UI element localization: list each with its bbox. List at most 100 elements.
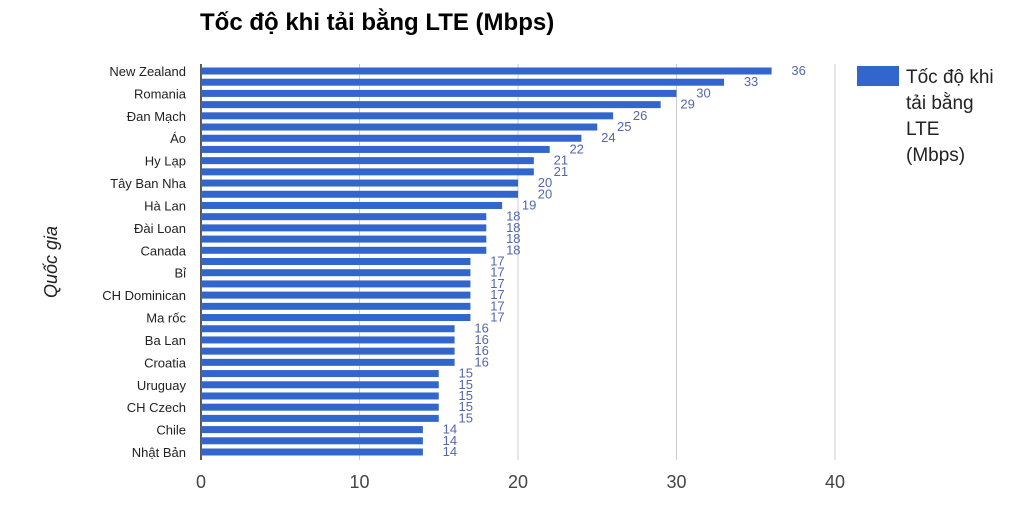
- data-label: 18: [506, 231, 520, 246]
- bar: [201, 67, 772, 75]
- y-tick-label: Tây Ban Nha: [110, 176, 187, 191]
- data-label: 15: [459, 399, 473, 414]
- bar: [201, 414, 439, 422]
- bar: [201, 437, 423, 445]
- data-label: 15: [459, 366, 473, 381]
- y-tick-label: New Zealand: [109, 64, 186, 79]
- data-label: 17: [490, 265, 504, 280]
- x-tick-label: 20: [508, 472, 528, 492]
- data-label: 21: [554, 153, 568, 168]
- y-tick-label: Romania: [134, 86, 187, 101]
- bar: [201, 145, 550, 153]
- x-tick-label: 10: [349, 472, 369, 492]
- y-tick-label: Uruguay: [137, 378, 187, 393]
- y-tick-label: Croatia: [144, 355, 187, 370]
- y-tick-label: Đài Loan: [134, 221, 186, 236]
- y-tick-label: Canada: [140, 243, 186, 258]
- bar: [201, 258, 471, 265]
- data-label: 17: [490, 254, 504, 269]
- data-label: 15: [459, 410, 473, 425]
- chart-title: Tốc độ khi tải bằng LTE (Mbps): [200, 8, 554, 36]
- y-tick-label: CH Dominican: [102, 288, 186, 303]
- bar: [201, 392, 439, 400]
- y-tick-label: CH Czech: [127, 400, 186, 415]
- data-label: 14: [443, 444, 457, 459]
- bar: [201, 101, 661, 109]
- data-label: 16: [474, 343, 488, 358]
- y-tick-label: Hà Lan: [144, 198, 186, 213]
- bar: [201, 269, 471, 277]
- bar: [201, 403, 439, 411]
- data-label: 18: [506, 242, 520, 257]
- y-tick-label: Ma rốc: [146, 311, 186, 326]
- bar: [201, 190, 518, 198]
- x-tick-label: 0: [196, 472, 206, 492]
- bar: [201, 280, 471, 288]
- y-tick-label: Đan Mạch: [127, 109, 186, 124]
- y-axis-label: Quốc gia: [41, 226, 61, 298]
- legend-swatch: [857, 66, 899, 86]
- data-label: 15: [459, 388, 473, 403]
- data-label: 16: [474, 321, 488, 336]
- legend-label: Tốc độ khi: [906, 67, 994, 88]
- y-tick-label: Áo: [170, 131, 186, 146]
- bar: [201, 179, 518, 187]
- bar: [201, 336, 455, 344]
- legend-label: LTE: [906, 119, 939, 140]
- y-tick-label: Hy Lạp: [145, 154, 186, 169]
- bar: [201, 168, 534, 176]
- data-label: 14: [443, 422, 457, 437]
- data-label: 15: [459, 377, 473, 392]
- data-label: 21: [554, 164, 568, 179]
- x-tick-label: 30: [666, 472, 686, 492]
- bar: [201, 246, 487, 254]
- bar: [201, 381, 439, 389]
- bar: [201, 358, 455, 366]
- data-label: 30: [696, 85, 710, 100]
- data-label: 33: [744, 74, 758, 89]
- bar: [201, 314, 471, 322]
- data-label: 22: [569, 141, 583, 156]
- data-label: 29: [680, 97, 694, 112]
- bar: [201, 134, 582, 142]
- legend-label: tải bằng: [906, 92, 974, 114]
- data-label: 36: [791, 63, 805, 78]
- bar: [201, 347, 455, 355]
- data-label: 20: [538, 175, 552, 190]
- legend-label: (Mbps): [906, 145, 965, 166]
- data-label: 17: [490, 298, 504, 313]
- data-label: 16: [474, 332, 488, 347]
- data-label: 25: [617, 119, 631, 134]
- data-label: 18: [506, 220, 520, 235]
- bar: [201, 78, 725, 86]
- data-label: 17: [490, 276, 504, 291]
- data-label: 19: [522, 197, 536, 212]
- bar: [201, 426, 423, 434]
- legend: Tốc độ khi tải bằng LTE (Mbps): [857, 66, 994, 166]
- y-tick-label: Bỉ: [174, 266, 186, 281]
- bar: [201, 112, 614, 120]
- bar: [201, 123, 598, 131]
- bar: [201, 157, 534, 165]
- data-label: 17: [490, 310, 504, 325]
- bar: [201, 325, 455, 333]
- data-label: 20: [538, 186, 552, 201]
- bar: [201, 213, 487, 221]
- data-label: 14: [443, 433, 457, 448]
- bar: [201, 448, 423, 456]
- bar: [201, 370, 439, 378]
- bar: [201, 235, 487, 243]
- y-tick-label: Nhật Bản: [132, 445, 186, 460]
- data-label: 26: [633, 108, 647, 123]
- x-tick-label: 40: [825, 472, 845, 492]
- y-tick-label: Chile: [156, 423, 186, 438]
- data-label: 16: [474, 354, 488, 369]
- bar: [201, 89, 677, 97]
- y-tick-label: Ba Lan: [145, 333, 186, 348]
- data-label: 17: [490, 287, 504, 302]
- data-label: 24: [601, 130, 615, 145]
- data-label: 18: [506, 209, 520, 224]
- bar: [201, 291, 471, 299]
